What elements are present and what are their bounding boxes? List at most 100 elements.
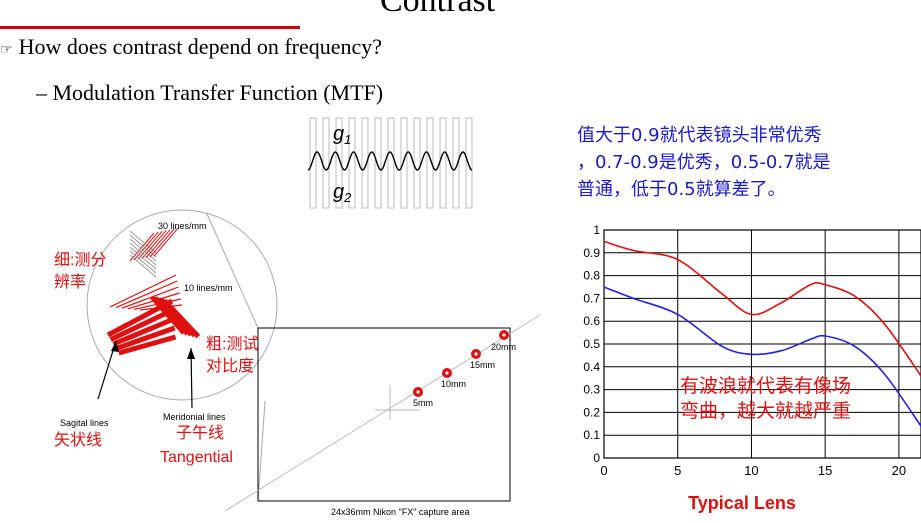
mm-label-10: 10mm [441,379,466,389]
fine-line [129,242,157,266]
bullet-mtf: – Modulation Transfer Function (MTF) [36,80,384,105]
fine-line [109,274,177,308]
fine-note: 细:测分 辨率 [54,251,111,291]
fine-line [153,227,179,257]
wave-bar [426,117,434,209]
label-10-lines: 10 lines/mm [184,283,233,293]
tangential-label: Tangential [160,449,233,466]
fine-line-pattern-30 [129,227,179,278]
frequency-wave-figure: g1 g2 [307,117,473,209]
coarse-line [112,316,175,347]
chart-y-tick-label: 0.9 [583,246,600,260]
coarse-line [109,307,174,342]
chart-grid [603,229,921,459]
capture-area-label: 24x36mm Nikon "FX" capture area [331,507,469,517]
wave-bar [400,117,408,209]
wave-bar [309,117,317,209]
fine-line [141,230,167,259]
capture-area-frame [257,327,511,502]
wave-curve [307,151,473,171]
chart-y-tick-label: 0.6 [583,314,600,328]
chart-x-tick-label: 0 [600,463,607,478]
fine-line [129,254,157,278]
sagittal-arrow-head [111,341,119,352]
wave-bar [387,117,395,209]
sagittal-cn: 矢状线 [54,431,102,449]
chart-y-tick-label: 0.4 [583,360,600,374]
wave-bar [452,117,460,209]
chart-annotation-line-1: 有波浪就代表有像场 [680,375,851,397]
fine-line [129,230,157,254]
mm-label-5: 5mm [413,398,433,408]
chart-y-tick-label: 0.7 [583,291,600,305]
chart-title: Typical Lens [688,493,796,513]
mm-label-15: 15mm [470,360,495,370]
fine-line [129,232,155,262]
fine-line [137,231,163,260]
fine-line [129,234,157,258]
diagonal-guide [224,314,541,512]
target-dot-5mm [413,387,423,397]
mtf-note-line-2: ，0.7-0.9是优秀，0.5-0.7就是 [577,152,831,173]
zoom-line-bottom [257,400,266,502]
coarse-note: 粗:测试 对比度 [206,335,263,375]
fine-line [121,286,179,309]
chart-x-tick-label: 10 [744,463,758,478]
chart-y-tick-label: 0 [593,451,600,465]
pointing-hand-icon: ☞ [0,43,13,58]
chart-y-tick-label: 0.5 [583,337,600,351]
coarse-line [118,334,177,356]
chart-annotation-line-2: 弯曲，越大就越严重 [680,400,851,422]
coarse-line [162,298,201,339]
g1-label: g1 [333,123,351,147]
bullet-question-text: How does contrast depend on frequency? [18,34,383,59]
wave-bar [335,117,343,209]
title-divider [0,26,300,29]
wave-bar [374,117,382,209]
coarse-line-pattern [106,295,201,356]
chart-y-tick-label: 1 [593,223,600,237]
wave-bar [439,117,447,209]
fine-line [115,280,178,309]
chart-y-tick-labels: 0 0.1 0.2 0.3 0.4 0.5 0.6 0.7 0.8 0.9 1 [583,223,600,465]
sagittal-label: Sagital lines [60,418,109,428]
wave-bar [322,117,330,209]
g2-label: g2 [333,181,352,205]
fine-line [129,238,157,262]
meridional-cn: 子午线 [176,424,224,442]
target-dot-15mm [471,349,481,359]
wave-bar [361,117,369,209]
meridional-arrow-head [187,348,195,359]
bullet-question: ☞ How does contrast depend on frequency? [0,34,382,60]
fine-line [129,246,157,270]
target-dot-10mm [442,368,452,378]
mtf-note: 值大于0.9就代表镜头非常优秀 ，0.7-0.9是优秀，0.5-0.7就是 普通… [577,122,921,203]
lens-test-diagram: 5mm 10mm 15mm 20mm 30 lines/mm 10 lines/… [54,209,541,517]
wave-bar [465,117,473,209]
chart-y-tick-label: 0.1 [583,428,600,442]
mtf-chart: 0 0.1 0.2 0.3 0.4 0.5 0.6 0.7 0.8 0.9 1 0 5 10 15 20 有… [583,223,921,513]
label-30-lines: 30 lines/mm [158,221,207,231]
mtf-note-line-1: 值大于0.9就代表镜头非常优秀 [577,125,822,146]
chart-y-tick-label: 0.8 [583,269,600,283]
meridional-label: Meridonial lines [163,412,226,422]
chart-y-tick-label: 0.3 [583,383,600,397]
fine-line [129,250,157,274]
fine-line [133,231,159,261]
magnifier-circle [86,209,278,401]
chart-x-tick-label: 20 [892,463,906,478]
fine-line [149,228,175,258]
mtf-note-line-3: 普通，低于0.5就算差了。 [577,179,786,200]
target-dot-20mm [499,330,509,340]
chart-x-tick-label: 15 [818,463,832,478]
chart-series-line-1 [603,240,921,377]
chart-series-line-2 [603,286,921,427]
zoom-line-top [206,213,259,329]
chart-y-tick-label: 0.2 [583,405,600,419]
chart-x-tick-label: 5 [674,463,681,478]
coarse-line [115,325,176,351]
chart-series [603,240,921,427]
wave-bar [413,117,421,209]
chart-x-tick-labels: 0 5 10 15 20 [600,463,906,478]
slide-title: Contrast [380,0,496,19]
